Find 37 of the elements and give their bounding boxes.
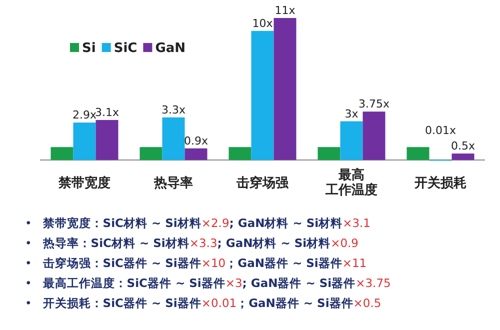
data-label: 3.3x xyxy=(161,103,186,116)
x-tick-label: 热导率 xyxy=(153,175,193,191)
data-label: 0.5x xyxy=(450,140,476,153)
bar xyxy=(50,147,74,160)
text: •最高工作温度：SiC器件 ~ Si器件×3; GaN器件 ~ Si器件×3.75 xyxy=(25,276,391,290)
legend-label: Si xyxy=(82,41,96,56)
bar xyxy=(362,112,386,160)
data-label: 10x xyxy=(252,16,274,30)
text: •热导率：SiC材料 ~ Si材料×3.3; GaN材料 ~ Si材料×0.9 xyxy=(25,236,359,250)
bar xyxy=(228,147,252,160)
bar xyxy=(274,18,296,160)
data-label: 0.9x xyxy=(184,134,208,148)
bar xyxy=(251,30,274,160)
data-label: 3.75x xyxy=(358,98,390,111)
text: •击穿场强：SiC器件 ~ Si器件×10；GaN器件 ~ Si器件×11 xyxy=(25,256,367,270)
bar xyxy=(96,120,118,160)
bar xyxy=(73,122,96,160)
bar xyxy=(184,148,208,160)
data-label: 0.01x xyxy=(424,124,456,137)
data-label: 11x xyxy=(274,4,296,17)
x-tick-label: 最高工作温度 xyxy=(324,167,378,198)
text: •开关损耗：SiC器件 ~ Si器件×0.01；GaN器件 ~ Si器件×0.5 xyxy=(25,296,382,310)
bar xyxy=(162,117,185,160)
data-label: 2.9x xyxy=(72,108,97,122)
data-label: 3x xyxy=(344,107,359,120)
bar xyxy=(452,154,474,160)
bar xyxy=(340,121,363,160)
bar xyxy=(406,147,430,160)
x-tick-label: 开关损耗 xyxy=(414,175,466,191)
x-tick-label: 击穿场强 xyxy=(236,175,290,191)
x-tick-label: 禁带宽度 xyxy=(58,175,110,191)
bar xyxy=(140,147,162,160)
legend-label: SiC xyxy=(114,41,138,56)
text: •禁带宽度：SiC材料 ~ Si材料×2.9; GaN材料 ~ Si材料×3.1 xyxy=(25,216,371,230)
legend-label: GaN xyxy=(155,41,186,56)
bar xyxy=(318,147,340,160)
data-label: 3.1x xyxy=(94,106,120,119)
